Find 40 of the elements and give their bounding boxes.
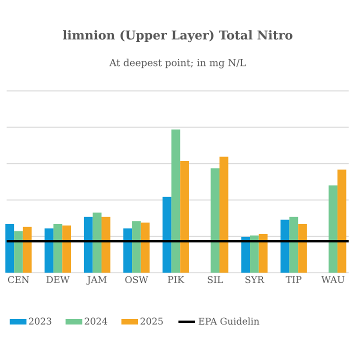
- bar: [62, 225, 72, 273]
- bar: [280, 220, 290, 273]
- bar: [5, 224, 14, 273]
- x-tick-label: TIP: [286, 276, 302, 283]
- bar: [289, 216, 298, 273]
- bar: [162, 196, 172, 273]
- x-tick-label: PIK: [168, 276, 184, 283]
- bar: [84, 216, 93, 273]
- x-tick-label: CEN: [8, 276, 30, 284]
- bar: [132, 221, 141, 273]
- bar: [180, 160, 189, 273]
- bar: [102, 216, 110, 273]
- bar: [171, 130, 180, 273]
- x-tick-label: SIL: [208, 276, 223, 284]
- x-tick-label: SYR: [245, 276, 264, 284]
- bar: [140, 222, 150, 273]
- x-tick-label: WAU: [321, 276, 344, 283]
- x-tick-label: OSW: [125, 276, 148, 284]
- bar: [258, 234, 268, 273]
- x-tick-label: DEW: [46, 276, 70, 283]
- x-tick-label: JAM: [86, 276, 107, 285]
- legend-label: 2025: [140, 318, 163, 325]
- bar: [14, 231, 23, 273]
- bar: [123, 228, 132, 273]
- bar: [328, 185, 338, 273]
- bar: [298, 224, 307, 273]
- bar: [22, 226, 32, 273]
- bar: [337, 170, 346, 273]
- legend-label: EPA Guidelin: [198, 317, 260, 325]
- bar: [250, 235, 259, 273]
- bar: [53, 224, 62, 273]
- bar: [219, 156, 228, 273]
- bar: [44, 228, 54, 273]
- chart-title: limnion (Upper Layer) Total Nitro: [62, 30, 292, 42]
- bar: [241, 236, 250, 273]
- legend-label: 2023: [29, 318, 52, 325]
- bar: [210, 168, 220, 273]
- chart-subtitle: At deepest point; in mg N/L: [109, 58, 246, 68]
- legend-label: 2024: [84, 318, 108, 325]
- bar: [92, 212, 102, 273]
